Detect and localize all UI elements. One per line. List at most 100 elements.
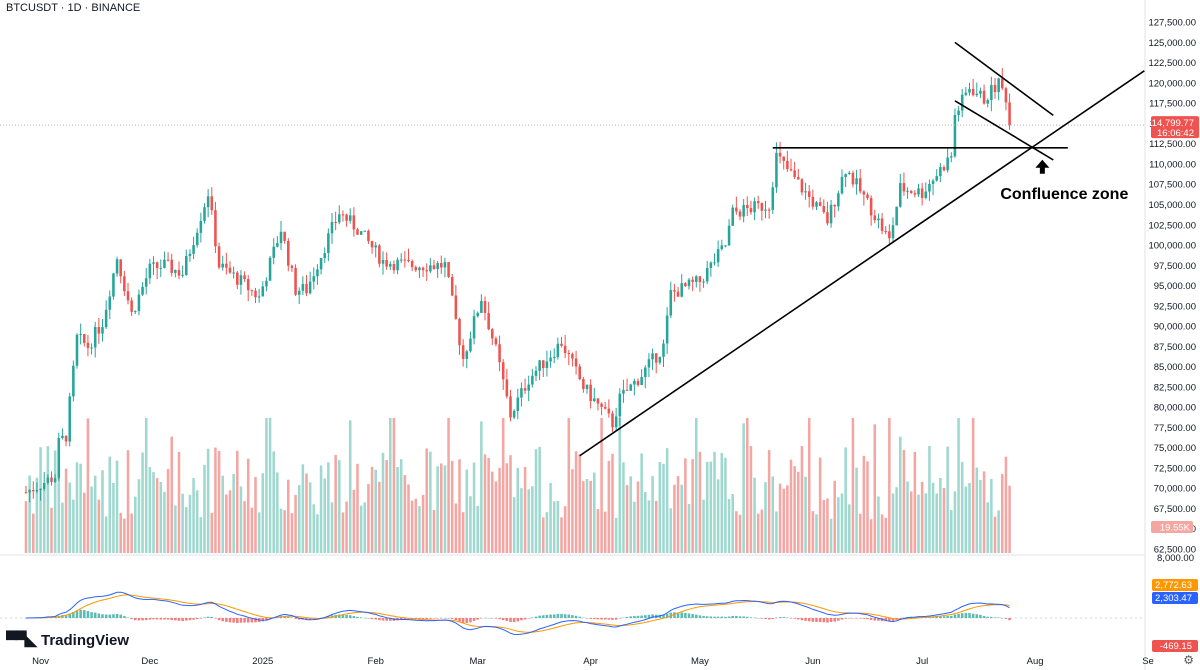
volume-bar (815, 514, 818, 553)
macd-badge-value: -469.15 (1160, 641, 1192, 652)
macd-hist-bar (64, 614, 68, 618)
macd-hist-bar (684, 613, 687, 618)
price-axis-tick: 107,500.00 (1148, 180, 1196, 191)
volume-bar (990, 478, 993, 553)
volume-bar (305, 473, 308, 553)
macd-hist-bar (509, 618, 512, 622)
candle-body (472, 316, 476, 339)
macd-hist-bar (385, 618, 388, 621)
macd-hist-bar (236, 618, 239, 623)
volume-bar (440, 463, 443, 553)
candle-body (971, 88, 975, 96)
macd-hist-bar (243, 618, 246, 623)
macd-hist-bar (228, 618, 232, 623)
candle-body (239, 275, 243, 285)
candle-body (946, 157, 949, 171)
candle-body (155, 262, 159, 269)
candle-body (953, 115, 957, 157)
candle-body (633, 380, 636, 385)
volume-bar (414, 498, 418, 553)
volume-bar (316, 514, 319, 553)
candle-body (363, 230, 367, 232)
date-axis-label: 2025 (252, 656, 273, 667)
candle-body (68, 396, 71, 442)
candle-body (589, 384, 592, 402)
candle-body (942, 167, 946, 171)
macd-hist-bar (756, 617, 760, 619)
candle-body (935, 176, 938, 181)
volume-bar (909, 491, 913, 553)
price-axis-tick: 127,500.00 (1148, 18, 1196, 29)
candle-body (731, 207, 734, 226)
candle-body (476, 312, 479, 317)
macd-hist-bar (101, 614, 104, 618)
price-axis-tick: 62,500.00 (1154, 544, 1196, 555)
macd-hist-bar (221, 618, 224, 622)
candle-body (705, 267, 709, 282)
volume-bar (97, 499, 101, 553)
volume-bar (647, 500, 651, 553)
macd-hist-bar (265, 618, 268, 621)
date-axis-label: Feb (368, 656, 384, 667)
candle-body (695, 276, 698, 282)
volume-bar (217, 450, 221, 553)
candle-body (735, 207, 738, 212)
candle-body (997, 78, 1000, 93)
volume-bar (163, 491, 166, 553)
gear-icon[interactable]: ⚙ (1183, 653, 1194, 667)
volume-bar (702, 499, 705, 553)
candle-body (407, 259, 410, 262)
macd-hist-bar (589, 618, 592, 619)
volume-bar (53, 450, 57, 553)
macd-hist-bar (378, 618, 381, 621)
candle-body (28, 490, 31, 493)
macd-hist-bar (735, 615, 738, 618)
candle-body (276, 243, 279, 247)
candle-body (931, 180, 935, 184)
candle-body (571, 353, 574, 359)
macd-hist-bar (888, 618, 891, 622)
candle-body (786, 160, 789, 170)
volume-bar (509, 455, 512, 553)
macd-hist-bar (705, 616, 709, 618)
volume-bar (673, 484, 676, 553)
macd-hist-bar (217, 618, 221, 621)
volume-bar (450, 460, 454, 553)
candle-body (418, 267, 421, 271)
macd-hist-bar (764, 618, 767, 620)
volume-bar (997, 510, 1000, 553)
volume-bar (778, 483, 782, 553)
macd-hist-bar (778, 617, 782, 618)
candle-body (691, 279, 694, 282)
volume-bar (203, 464, 206, 553)
candle-body (210, 196, 214, 211)
macd-hist-bar (884, 618, 887, 622)
volume-bar (953, 491, 957, 553)
macd-badge-value: 2,772.63 (1155, 580, 1192, 591)
volume-bar (287, 479, 290, 553)
candle-body (822, 206, 826, 213)
volume-bar (684, 458, 687, 553)
macd-hist-bar (851, 618, 855, 619)
candle-body (760, 203, 764, 211)
candle-body (534, 370, 538, 376)
volume-bar (28, 475, 31, 553)
volume-bar (418, 506, 421, 553)
volume-bar (501, 418, 505, 553)
volume-bar (403, 475, 407, 553)
volume-bar (756, 513, 760, 553)
volume-bar (837, 497, 840, 553)
candle-body (443, 262, 447, 268)
candle-body (939, 167, 942, 177)
volume-bar (276, 472, 279, 553)
volume-bar (516, 467, 520, 553)
volume-bar (858, 513, 862, 553)
volume-bar (786, 485, 789, 553)
candle-body (585, 384, 589, 390)
volume-bar (960, 461, 964, 553)
macd-hist-bar (1001, 617, 1004, 619)
candle-body (713, 262, 716, 264)
volume-bar (939, 477, 942, 553)
volume-bar (895, 487, 898, 553)
